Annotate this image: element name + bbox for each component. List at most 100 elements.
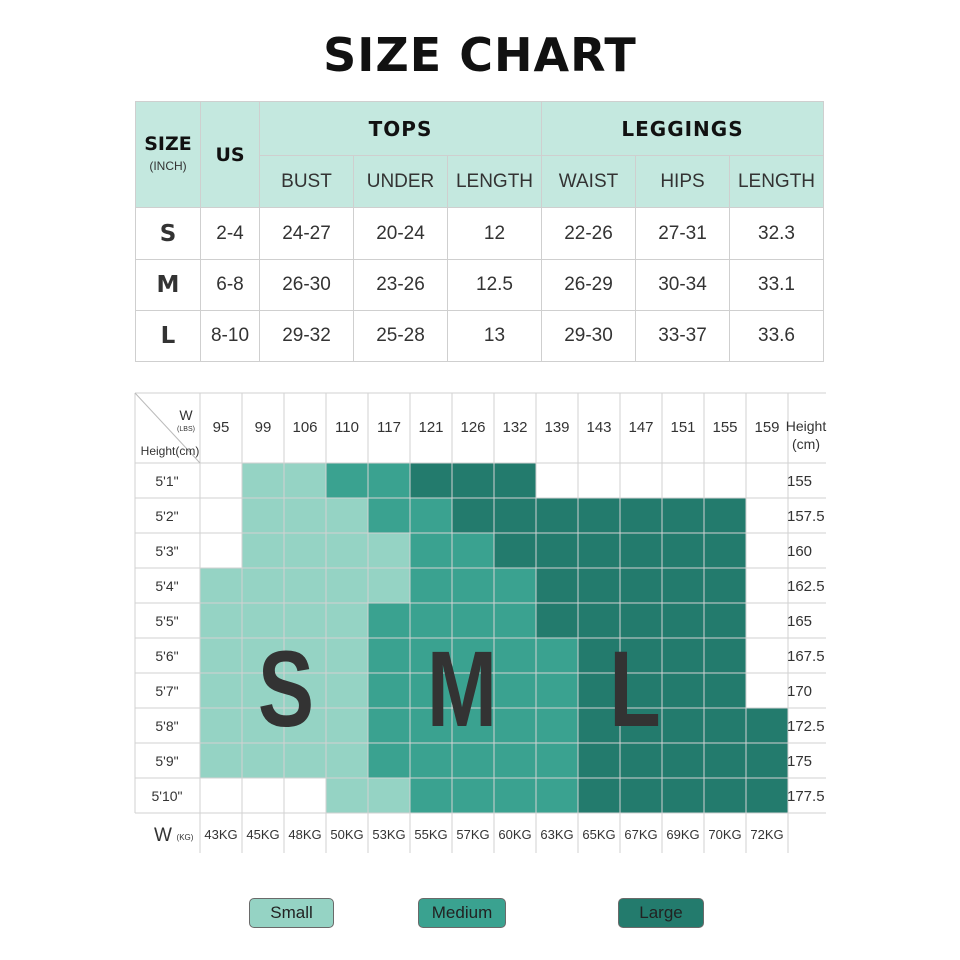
grid-cell (284, 673, 326, 708)
grid-cell (746, 743, 788, 778)
grid-cell (494, 568, 536, 603)
weight-lbs-label: 132 (502, 419, 527, 436)
height-ft-label: 5'7" (155, 683, 178, 699)
grid-cell (200, 603, 242, 638)
column-header: BUST (259, 155, 354, 208)
grid-cell (200, 708, 242, 743)
grid-cell (368, 638, 410, 673)
grid-cell (494, 638, 536, 673)
value-cell: 27-31 (635, 207, 730, 260)
grid-cell (452, 568, 494, 603)
weight-kg-label: 45KG (246, 827, 279, 842)
grid-cell (578, 533, 620, 568)
grid-cell (284, 463, 326, 498)
grid-cell (242, 708, 284, 743)
height-ft-label: 5'10" (151, 788, 182, 804)
grid-cell (578, 603, 620, 638)
height-cm-header: Height (786, 418, 827, 434)
region-label-l: L (609, 628, 660, 750)
height-ft-label: 5'3" (155, 543, 178, 559)
weight-lbs-label: 121 (418, 419, 443, 436)
table-row: S 2-4 24-27 20-24 12 22-26 27-31 32.3 (135, 207, 824, 260)
corner-weight-unit: (LBS) (177, 426, 195, 433)
weight-lbs-label: 126 (460, 419, 485, 436)
grid-cell (704, 568, 746, 603)
height-cm-label: 167.5 (787, 648, 825, 665)
grid-cell (452, 463, 494, 498)
value-cell: 30-34 (635, 259, 730, 311)
grid-cell (494, 708, 536, 743)
height-cm-header: (cm) (792, 436, 820, 452)
grid-cell (368, 603, 410, 638)
value-cell: 25-28 (353, 310, 448, 362)
grid-cell (494, 498, 536, 533)
value-cell: 24-27 (259, 207, 354, 260)
size-header-unit: (INCH) (149, 158, 187, 173)
grid-cell (536, 603, 578, 638)
value-cell: 23-26 (353, 259, 448, 311)
grid-cell (704, 498, 746, 533)
legend-small-label: Small (270, 903, 313, 922)
grid-cell (494, 533, 536, 568)
weight-kg-label: 53KG (372, 827, 405, 842)
grid-cell (326, 778, 368, 813)
weight-lbs-label: 99 (255, 419, 272, 436)
value-cell: 33-37 (635, 310, 730, 362)
grid-cell (326, 568, 368, 603)
weight-kg-label: 63KG (540, 827, 573, 842)
grid-cell (410, 638, 452, 673)
weight-lbs-label: 106 (292, 419, 317, 436)
grid-cell (620, 708, 662, 743)
grid-cell (746, 778, 788, 813)
height-ft-label: 5'1" (155, 473, 178, 489)
grid-cell (452, 708, 494, 743)
tops-header: TOPS (259, 101, 542, 156)
size-header-label: SIZE (144, 132, 192, 155)
height-ft-label: 5'9" (155, 753, 178, 769)
size-cell: L (135, 310, 201, 362)
grid-cell (410, 603, 452, 638)
value-cell: 20-24 (353, 207, 448, 260)
grid-cell (620, 673, 662, 708)
grid-cell (620, 743, 662, 778)
grid-cell (368, 533, 410, 568)
size-cell: S (135, 207, 201, 260)
weight-kg-label: 70KG (708, 827, 741, 842)
region-label-s: S (258, 628, 314, 750)
grid-cell (326, 463, 368, 498)
grid-cell (326, 533, 368, 568)
grid-cell (242, 673, 284, 708)
grid-cell (662, 638, 704, 673)
value-cell: 29-32 (259, 310, 354, 362)
grid-cell (452, 603, 494, 638)
grid-cell (704, 708, 746, 743)
grid-cell (536, 708, 578, 743)
grid-cell (704, 638, 746, 673)
page-title: SIZE CHART (323, 28, 637, 82)
grid-cell (536, 498, 578, 533)
grid-cell (746, 708, 788, 743)
grid-cell (284, 638, 326, 673)
grid-cell (368, 568, 410, 603)
leggings-header: LEGGINGS (541, 101, 824, 156)
us-cell: 2-4 (200, 207, 260, 260)
value-cell: 12.5 (447, 259, 542, 311)
grid-cell (326, 673, 368, 708)
grid-cell (326, 498, 368, 533)
grid-cell (704, 603, 746, 638)
table-row: L 8-10 29-32 25-28 13 29-30 33-37 33.6 (135, 310, 824, 362)
grid-cell (452, 498, 494, 533)
value-cell: 26-30 (259, 259, 354, 311)
weight-lbs-label: 139 (544, 419, 569, 436)
weight-kg-label: 55KG (414, 827, 447, 842)
height-cm-label: 165 (787, 613, 812, 630)
grid-cell (662, 568, 704, 603)
weight-lbs-label: 147 (628, 419, 653, 436)
grid-cell (704, 533, 746, 568)
height-ft-label: 5'2" (155, 508, 178, 524)
grid-cell (410, 463, 452, 498)
weight-lbs-label: 117 (377, 419, 401, 436)
grid-cell (620, 638, 662, 673)
grid-cell (620, 778, 662, 813)
value-cell: 26-29 (541, 259, 636, 311)
